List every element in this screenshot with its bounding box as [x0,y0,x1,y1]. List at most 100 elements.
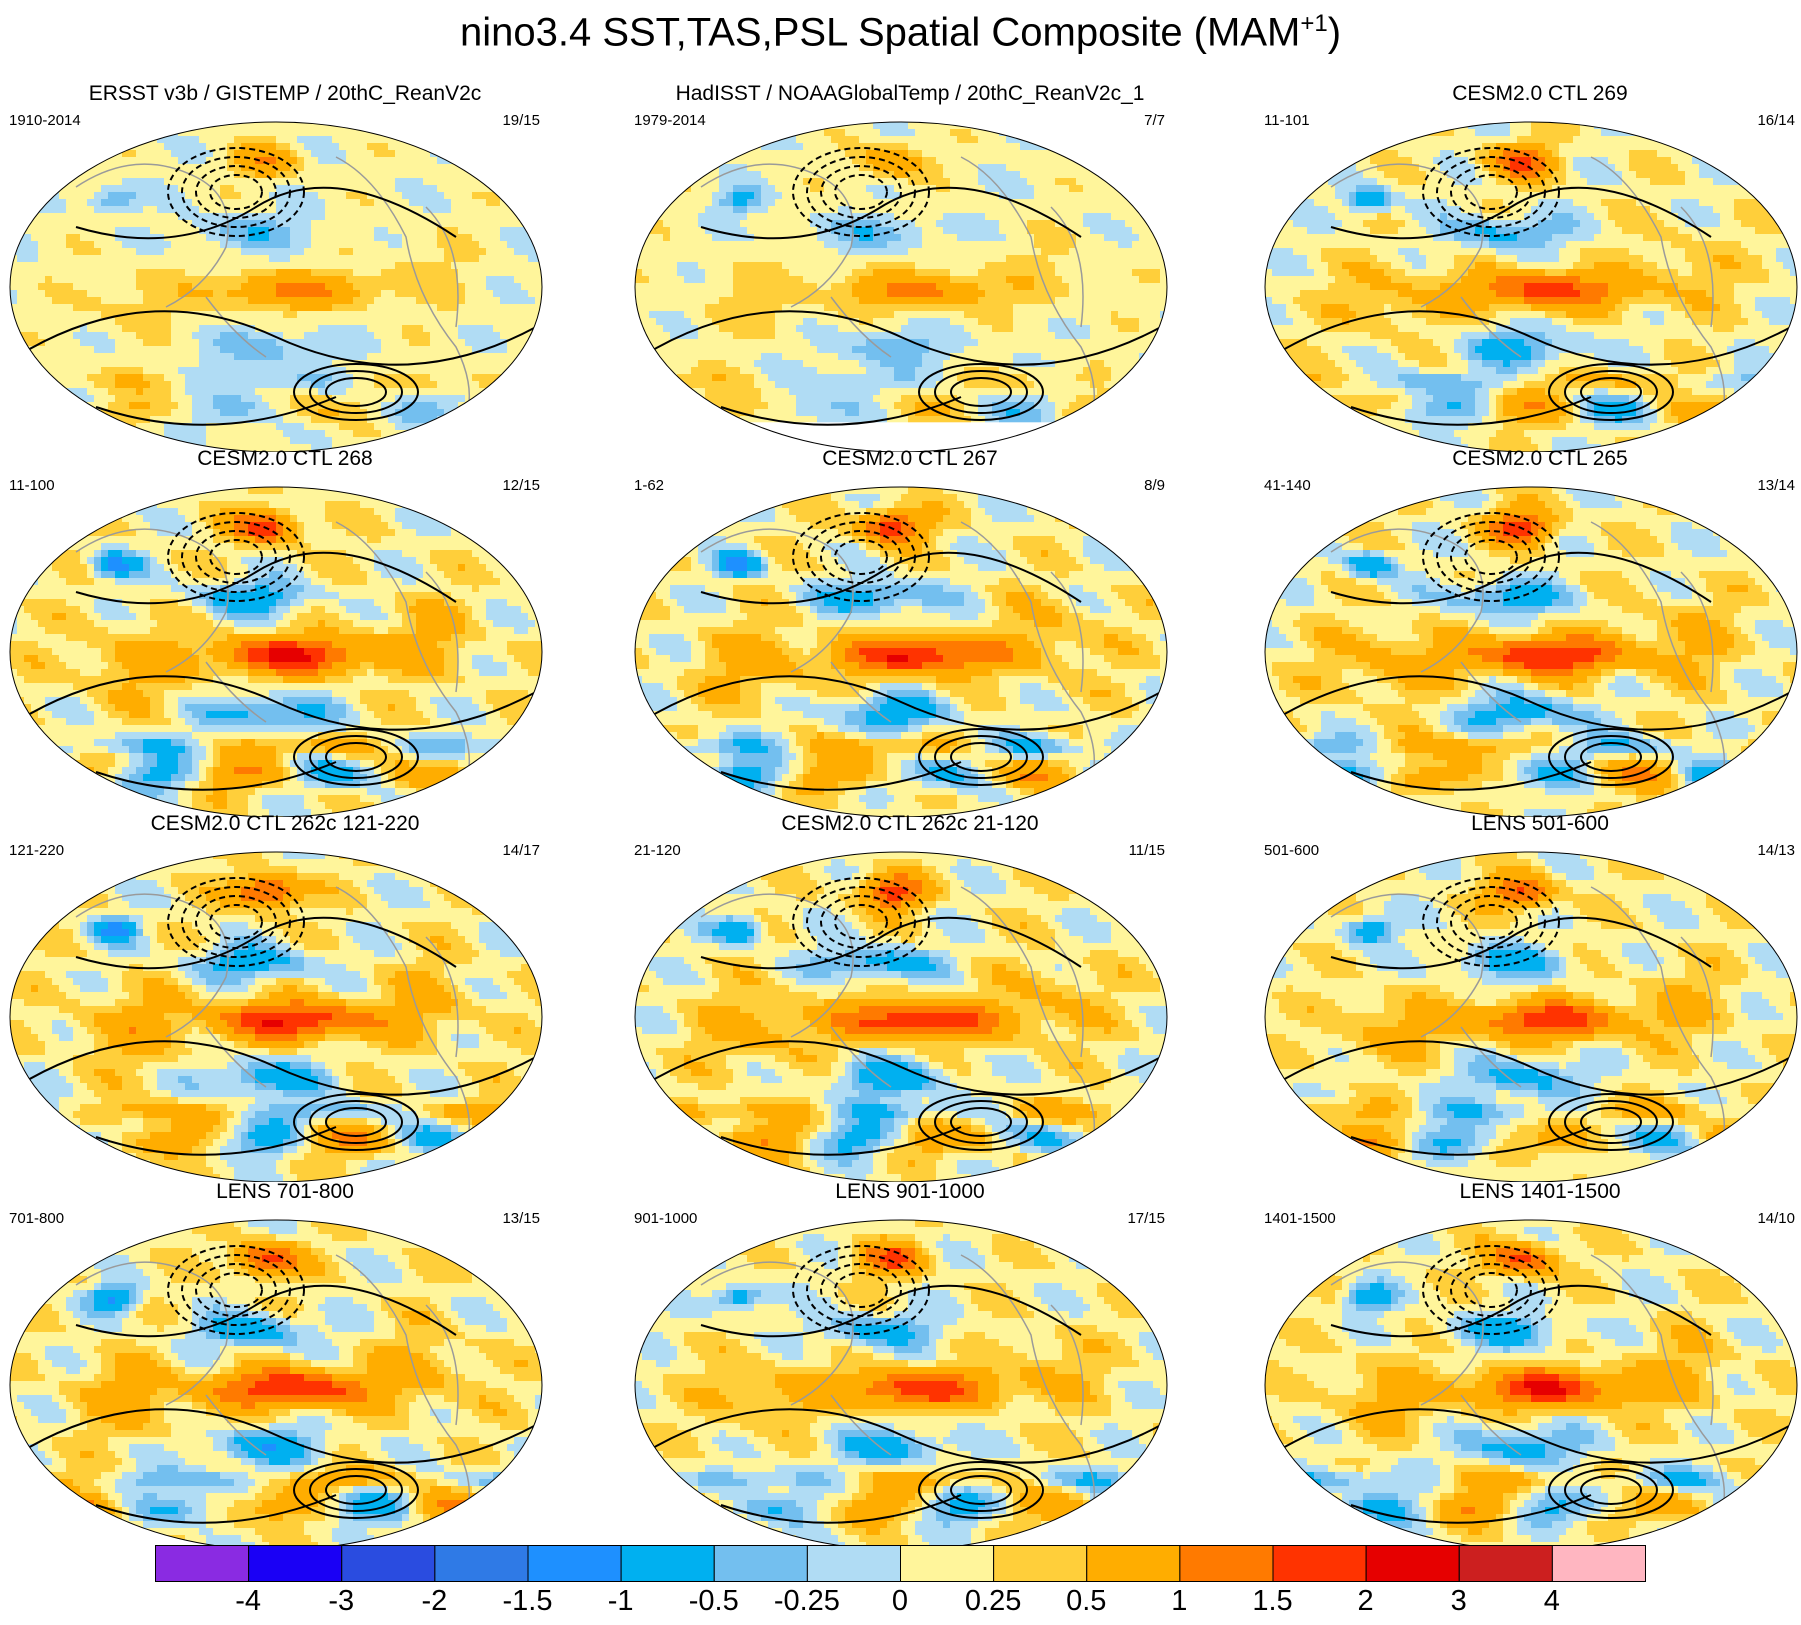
anomaly-cell [423,157,431,165]
anomaly-cell [458,325,466,333]
anomaly-cell [1062,129,1070,137]
anomaly-cell [444,150,452,158]
anomaly-cell [31,164,39,172]
anomaly-cell [733,220,741,228]
anomaly-cell [670,150,678,158]
anomaly-cell [108,381,116,389]
anomaly-cell [859,143,867,151]
anomaly-cell [115,178,123,186]
anomaly-cell [521,213,529,221]
anomaly-cell [59,353,67,361]
anomaly-cell [276,388,284,396]
anomaly-cell [670,220,678,228]
anomaly-cell [437,213,445,221]
anomaly-cell [740,227,748,235]
anomaly-cell [206,339,214,347]
anomaly-cell [220,276,228,284]
anomaly-cell [514,150,522,158]
anomaly-cell [465,164,473,172]
anomaly-cell [10,395,18,403]
anomaly-cell [922,213,930,221]
anomaly-cell [24,367,32,375]
anomaly-cell [115,269,123,277]
anomaly-cell [901,129,909,137]
anomaly-cell [220,269,228,277]
anomaly-cell [479,164,487,172]
anomaly-cell [1139,206,1147,214]
anomaly-cell [479,290,487,298]
anomaly-cell [409,283,417,291]
anomaly-cell [754,185,762,193]
anomaly-cell [136,360,144,368]
anomaly-cell [87,374,95,382]
anomaly-cell [479,199,487,207]
anomaly-cell [388,255,396,263]
anomaly-cell [831,241,839,249]
anomaly-cell [395,150,403,158]
anomaly-cell [1097,129,1105,137]
anomaly-cell [381,171,389,179]
anomaly-cell [500,206,508,214]
anomaly-cell [479,311,487,319]
anomaly-cell [950,206,958,214]
anomaly-cell [395,178,403,186]
anomaly-cell [985,122,993,130]
anomaly-cell [178,360,186,368]
anomaly-cell [950,150,958,158]
anomaly-cell [901,213,909,221]
anomaly-cell [726,192,734,200]
anomaly-cell [171,395,179,403]
anomaly-cell [59,360,67,368]
anomaly-cell [101,192,109,200]
anomaly-cell [698,157,706,165]
anomaly-cell [521,283,529,291]
anomaly-cell [87,290,95,298]
anomaly-cell [486,248,494,256]
anomaly-cell [185,360,193,368]
anomaly-cell [535,185,543,193]
anomaly-cell [423,255,431,263]
anomaly-cell [880,129,888,137]
anomaly-cell [486,283,494,291]
anomaly-cell [52,290,60,298]
anomaly-cell [122,395,130,403]
anomaly-cell [248,304,256,312]
anomaly-cell [360,206,368,214]
anomaly-cell [38,185,46,193]
anomaly-cell [10,143,18,151]
anomaly-cell [262,269,270,277]
anomaly-cell [1153,234,1161,242]
anomaly-cell [94,199,102,207]
anomaly-cell [528,164,536,172]
anomaly-cell [108,171,116,179]
anomaly-cell [290,269,298,277]
anomaly-cell [402,388,410,396]
anomaly-cell [754,206,762,214]
anomaly-cell [705,143,713,151]
anomaly-cell [199,416,207,424]
anomaly-cell [346,213,354,221]
anomaly-cell [269,346,277,354]
anomaly-cell [1139,143,1147,151]
anomaly-cell [1146,199,1154,207]
anomaly-cell [479,283,487,291]
anomaly-cell [507,136,515,144]
anomaly-cell [290,402,298,410]
anomaly-cell [1125,227,1133,235]
anomaly-cell [346,395,354,403]
anomaly-cell [150,360,158,368]
anomaly-cell [248,248,256,256]
anomaly-cell [374,423,382,431]
anomaly-cell [479,262,487,270]
anomaly-cell [38,325,46,333]
anomaly-cell [437,381,445,389]
anomaly-cell [339,220,347,228]
anomaly-cell [122,122,130,130]
anomaly-cell [500,353,508,361]
anomaly-cell [150,367,158,375]
anomaly-cell [430,227,438,235]
anomaly-cell [388,423,396,431]
anomaly-cell [122,178,130,186]
anomaly-cell [66,423,74,431]
anomaly-cell [500,409,508,417]
